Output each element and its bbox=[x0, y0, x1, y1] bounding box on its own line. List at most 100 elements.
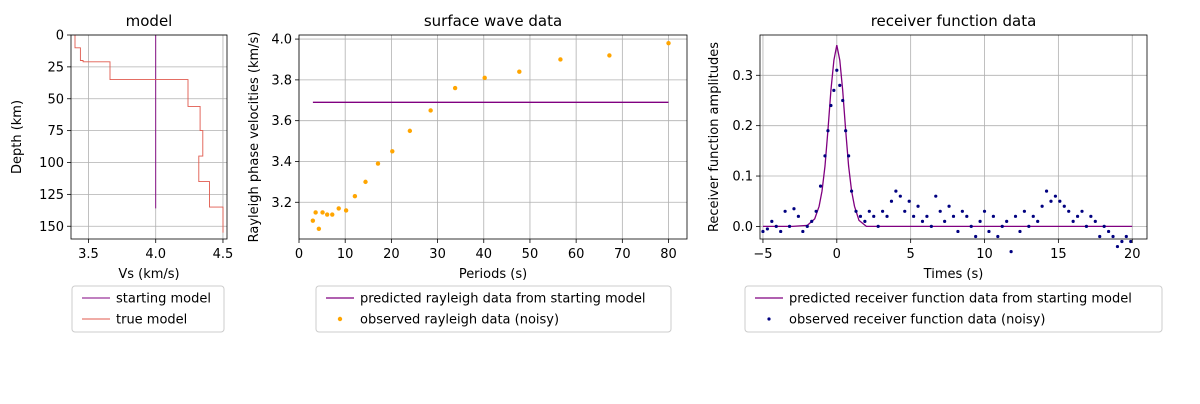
data-point bbox=[847, 154, 851, 158]
data-point bbox=[666, 40, 671, 46]
data-point bbox=[849, 189, 854, 193]
data-point bbox=[1018, 229, 1022, 234]
data-point bbox=[867, 209, 871, 213]
data-point bbox=[832, 88, 836, 93]
data-point bbox=[343, 208, 349, 213]
data-point bbox=[607, 53, 612, 58]
series-line bbox=[74, 35, 224, 233]
data-point bbox=[844, 129, 848, 133]
y-tick-label: 0.0 bbox=[732, 220, 753, 235]
y-tick-label: 50 bbox=[47, 92, 64, 107]
y-tick-label: 3.4 bbox=[271, 155, 292, 170]
y-tick-label: 75 bbox=[47, 124, 64, 139]
data-point bbox=[558, 57, 563, 62]
chart-title: surface wave data bbox=[424, 12, 562, 30]
data-point bbox=[1013, 214, 1018, 218]
data-point bbox=[880, 209, 885, 213]
data-point bbox=[783, 209, 787, 213]
data-point bbox=[938, 209, 942, 213]
data-point bbox=[960, 209, 964, 213]
data-point bbox=[903, 209, 907, 213]
data-point bbox=[835, 68, 839, 72]
x-tick-label: 40 bbox=[475, 247, 492, 262]
legend-label: observed rayleigh data (noisy) bbox=[360, 313, 559, 328]
x-tick-label: 4.0 bbox=[145, 247, 166, 262]
y-tick-label: 3.8 bbox=[271, 73, 292, 88]
data-point bbox=[838, 83, 842, 87]
y-tick-label: 0 bbox=[56, 29, 64, 44]
data-point bbox=[1058, 199, 1062, 203]
data-point bbox=[829, 103, 833, 108]
data-point bbox=[916, 204, 920, 208]
legend: starting model true model bbox=[71, 285, 225, 333]
data-point bbox=[907, 199, 911, 203]
data-point bbox=[818, 184, 823, 188]
data-point bbox=[801, 229, 805, 234]
data-point bbox=[1067, 209, 1071, 213]
data-point bbox=[1124, 234, 1128, 239]
x-tick-label: 80 bbox=[660, 247, 677, 262]
data-point bbox=[796, 214, 801, 218]
plot-frame bbox=[298, 34, 688, 240]
y-tick-label: 3.2 bbox=[271, 196, 292, 211]
chart-panel-1: 3.5 4.0 4.5 0 25 50 75 100 125 150 model Vs (km/s) D… bbox=[10, 12, 233, 333]
data-point bbox=[947, 204, 951, 208]
data-point bbox=[814, 209, 818, 213]
y-tick-label: 125 bbox=[39, 188, 64, 203]
data-point bbox=[1040, 204, 1044, 208]
data-point bbox=[352, 193, 358, 199]
chart-panel-2: 0 10 20 30 40 50 60 70 80 3.2 3.4 3.6 3.8 4.0 surface … bbox=[247, 12, 688, 333]
legend-frame bbox=[315, 285, 672, 333]
data-point bbox=[982, 209, 987, 213]
data-point bbox=[991, 214, 995, 218]
data-point bbox=[987, 229, 991, 234]
data-point bbox=[872, 214, 876, 218]
y-tick-label: 100 bbox=[39, 156, 64, 171]
data-point bbox=[779, 229, 783, 234]
data-point bbox=[1102, 224, 1106, 229]
data-point bbox=[324, 212, 330, 217]
plot-frame bbox=[70, 34, 228, 240]
y-tick-label: 150 bbox=[39, 220, 64, 235]
data-point bbox=[1009, 249, 1013, 254]
x-tick-label: 0 bbox=[295, 247, 303, 262]
x-axis-label: Vs (km/s) bbox=[118, 267, 179, 282]
data-point bbox=[1080, 209, 1084, 213]
data-point bbox=[925, 214, 929, 218]
data-point bbox=[1062, 204, 1066, 208]
data-point bbox=[1027, 224, 1031, 229]
x-tick-label: 20 bbox=[1124, 247, 1141, 262]
y-axis-label: Receiver function amplitudes bbox=[707, 42, 722, 232]
data-point bbox=[1120, 239, 1124, 244]
chart-panel-3: −5 0 5 10 15 20 0.0 0.1 0.2 0.3 receiver function … bbox=[707, 12, 1163, 333]
data-point bbox=[1022, 209, 1027, 213]
data-point bbox=[428, 108, 433, 113]
data-point bbox=[375, 161, 381, 166]
data-point bbox=[792, 207, 796, 211]
data-point bbox=[1111, 234, 1115, 239]
data-point bbox=[774, 224, 778, 229]
y-tick-label: 0.1 bbox=[732, 170, 753, 185]
data-point bbox=[1071, 219, 1075, 223]
legend-label: true model bbox=[116, 313, 187, 328]
data-point bbox=[996, 234, 1000, 239]
data-point bbox=[452, 85, 458, 91]
legend-marker bbox=[337, 316, 343, 322]
data-point bbox=[1129, 239, 1133, 244]
data-point bbox=[951, 214, 956, 218]
data-point bbox=[1115, 244, 1120, 249]
data-point bbox=[517, 69, 522, 74]
x-tick-label: 20 bbox=[383, 247, 400, 262]
x-tick-label: 15 bbox=[1050, 247, 1067, 262]
data-point bbox=[1031, 214, 1035, 218]
legend-marker bbox=[767, 317, 771, 321]
x-tick-label: 60 bbox=[568, 247, 585, 262]
y-tick-label: 4.0 bbox=[271, 33, 292, 48]
legend: predicted receiver function data from st… bbox=[744, 285, 1163, 333]
data-point bbox=[1053, 194, 1058, 198]
data-point bbox=[310, 218, 316, 223]
data-point bbox=[1044, 189, 1049, 193]
data-point bbox=[1075, 214, 1080, 218]
x-tick-label: 0 bbox=[833, 247, 841, 262]
